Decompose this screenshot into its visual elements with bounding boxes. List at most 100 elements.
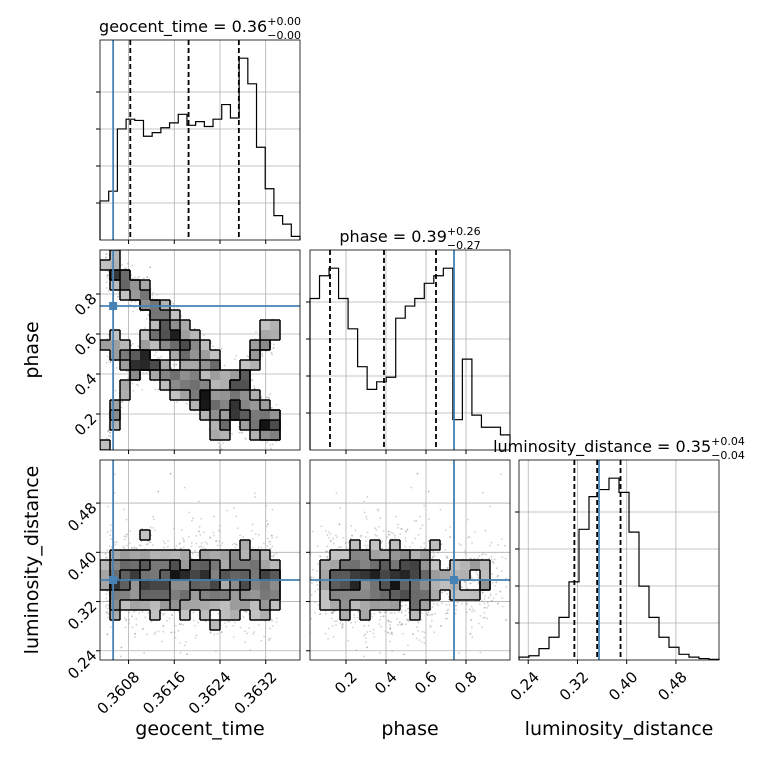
sample-point xyxy=(270,618,273,621)
sample-point xyxy=(263,542,265,545)
sample-point xyxy=(270,351,273,354)
sample-point xyxy=(217,442,220,445)
density-cell xyxy=(210,430,221,441)
density-cell xyxy=(220,430,231,441)
sample-point xyxy=(270,407,273,409)
sample-point xyxy=(138,612,141,615)
sample-point xyxy=(105,287,108,289)
sample-point xyxy=(209,631,212,634)
density-cell xyxy=(230,370,241,381)
sample-point xyxy=(197,554,200,556)
density-cell xyxy=(190,330,201,341)
sample-point xyxy=(213,515,216,518)
sample-point xyxy=(268,637,270,640)
sample-point xyxy=(255,330,257,333)
sample-point xyxy=(147,370,150,373)
sample-point xyxy=(253,492,256,495)
sample-point xyxy=(235,543,237,546)
sample-point xyxy=(195,534,198,537)
sample-point xyxy=(151,544,154,547)
density-cell xyxy=(190,360,201,371)
density-cell xyxy=(130,370,141,381)
sample-point xyxy=(104,256,107,259)
density-cell xyxy=(120,340,131,351)
sample-point xyxy=(125,267,127,270)
sample-point xyxy=(124,617,126,620)
sample-point xyxy=(177,611,180,613)
sample-point xyxy=(220,631,223,634)
sample-point xyxy=(163,546,165,549)
density-cell xyxy=(230,380,241,391)
sample-point xyxy=(182,623,185,626)
density-cell xyxy=(250,420,261,431)
sample-point xyxy=(268,627,271,630)
sample-point xyxy=(105,556,108,559)
sample-point xyxy=(161,640,164,643)
sample-point xyxy=(107,274,110,276)
density-cell xyxy=(110,280,121,291)
sample-point xyxy=(251,523,254,526)
sample-point xyxy=(233,358,236,360)
sample-point xyxy=(163,612,166,615)
density-cell xyxy=(140,350,151,361)
panel-content xyxy=(100,250,281,450)
density-cell xyxy=(170,380,181,391)
sample-point xyxy=(129,530,131,532)
sample-point xyxy=(117,295,120,298)
sample-point xyxy=(269,548,272,551)
sample-point xyxy=(166,545,169,548)
histogram-step-line xyxy=(99,57,301,240)
sample-point xyxy=(272,555,275,558)
density-cell xyxy=(160,380,171,391)
sample-point xyxy=(272,343,275,346)
sample-point xyxy=(220,347,223,350)
density-cell xyxy=(220,410,231,421)
sample-point xyxy=(234,546,237,549)
sample-point xyxy=(105,612,108,614)
sample-point xyxy=(137,275,140,278)
sample-point xyxy=(105,253,108,255)
sample-point xyxy=(270,407,273,409)
sample-point xyxy=(169,472,172,475)
sample-point xyxy=(219,447,222,450)
density-cell xyxy=(250,350,261,361)
sample-point xyxy=(139,310,142,313)
density-cell xyxy=(200,350,211,361)
density-cell xyxy=(150,370,161,381)
density-cell xyxy=(160,340,171,351)
density-cell xyxy=(120,390,131,401)
sample-point xyxy=(114,543,117,546)
sample-point xyxy=(134,636,136,639)
sample-point xyxy=(134,300,137,303)
density-cell xyxy=(190,340,201,351)
sample-point xyxy=(152,527,155,529)
sample-point xyxy=(149,266,152,269)
sample-point xyxy=(162,540,165,543)
hist-panel-luminosity_distance: luminosity_distance = 0.35+0.04−0.04 xyxy=(493,435,745,661)
sample-point xyxy=(235,354,238,357)
sample-point xyxy=(147,612,150,614)
density-cell xyxy=(130,360,141,371)
sample-point xyxy=(246,632,248,635)
sample-point xyxy=(106,549,109,552)
sample-point xyxy=(216,544,219,547)
density-cell xyxy=(110,270,121,281)
sample-point xyxy=(178,623,181,625)
sample-point xyxy=(251,379,254,382)
sample-point xyxy=(105,281,108,284)
density-cell xyxy=(170,320,181,331)
sample-point xyxy=(150,620,153,623)
density-cell xyxy=(160,320,171,331)
density-cell xyxy=(250,430,261,441)
density-cell xyxy=(150,340,161,351)
sample-point xyxy=(108,434,110,437)
density-cell xyxy=(230,400,241,411)
sample-point xyxy=(219,530,221,533)
sample-point xyxy=(175,544,178,547)
density-cell xyxy=(210,420,221,431)
sample-point xyxy=(173,547,176,550)
sample-point xyxy=(173,631,176,634)
sample-point xyxy=(271,536,274,539)
density-cell xyxy=(160,370,171,381)
